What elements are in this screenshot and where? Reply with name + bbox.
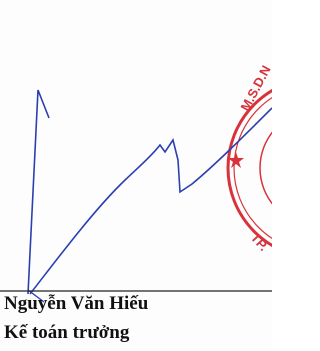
signer-position: Kế toán trưởng [4,322,130,343]
document-crop: M.S.D.N TP. Nguyễn Văn Hiếu Kế toán trưở… [0,0,272,351]
signer-name: Nguyễn Văn Hiếu [4,293,149,314]
